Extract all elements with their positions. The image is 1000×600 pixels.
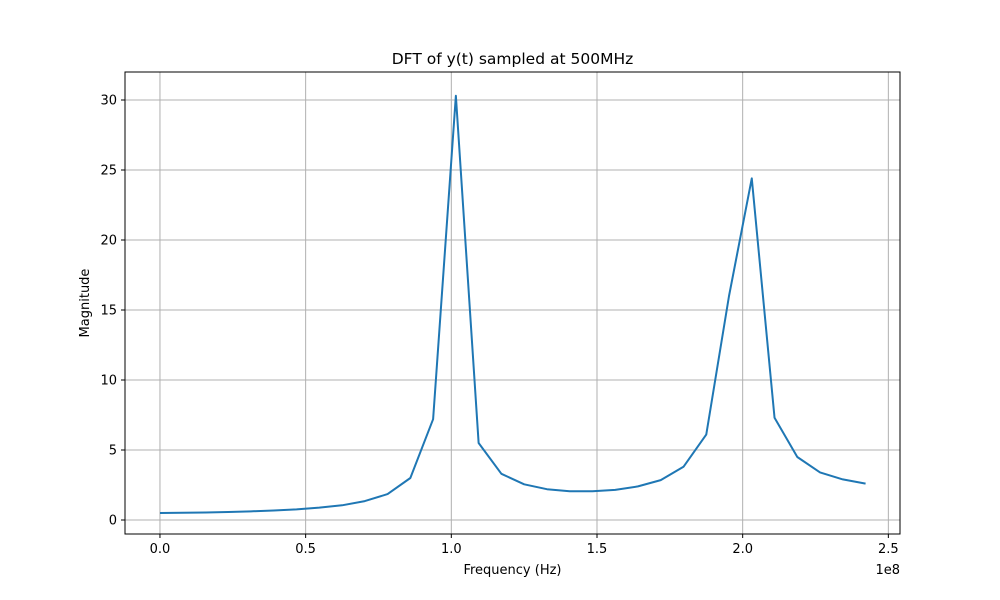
x-tick-label: 0.5 [295,542,316,557]
dft-magnitude-line [159,94,866,514]
y-tick-label: 0 [109,514,117,529]
x-tick-label: 0.0 [150,542,171,557]
x-tick-label: 1.5 [587,542,608,557]
x-tick-label: 1.0 [441,542,462,557]
y-tick-label: 10 [100,374,117,389]
x-tick-label: 2.0 [732,542,753,557]
y-tick-label: 5 [109,444,117,459]
y-axis-label: Magnitude [78,269,93,338]
x-tick-label: 2.5 [878,542,899,557]
series-layer [159,94,866,514]
y-tick-label: 25 [100,164,117,179]
tick-layer: 0.0 0.5 1.0 1.5 2.0 2.5 0 5 10 15 20 25 30 [100,94,898,558]
grid-lines [125,72,900,534]
plot-frame [124,71,901,535]
chart-title: DFT of y(t) sampled at 500MHz [392,50,633,68]
y-tick-label: 15 [100,304,117,319]
y-tick-label: 30 [100,94,117,109]
y-tick-label: 20 [100,234,117,249]
x-axis-label: Frequency (Hz) [463,563,561,578]
x-axis-offset-label: 1e8 [875,563,900,578]
